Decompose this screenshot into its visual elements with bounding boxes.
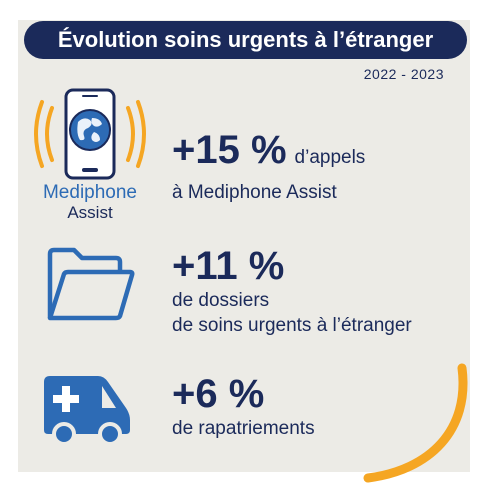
- brand-line1: Mediphone: [42, 182, 138, 203]
- stat-repatriations-value: +6 %: [172, 372, 265, 416]
- mediphone-assist-logo-text: Mediphone Assist: [28, 183, 152, 223]
- stat-calls-label-inline: d’appels: [294, 147, 366, 168]
- stat-files-value: +11 %: [172, 244, 285, 288]
- stat-calls-value-row: +15 % d’appels: [172, 128, 365, 180]
- stat-repatriations: +6 % de rapatriements: [172, 372, 315, 441]
- stat-calls: +15 % d’appels à Mediphone Assist: [172, 128, 365, 205]
- phone-globe-icon: [34, 88, 146, 180]
- folder-icon: [47, 247, 135, 321]
- stat-files-label-line1: de dossiers: [172, 290, 270, 311]
- stat-files: +11 % de dossiers de soins urgents à l’é…: [172, 244, 412, 338]
- ambulance-icon: [44, 376, 130, 446]
- stat-calls-label-line2: à Mediphone Assist: [172, 182, 337, 203]
- page-title: Évolution soins urgents à l’étranger: [24, 21, 467, 59]
- stat-files-label-line2: de soins urgents à l’étranger: [172, 315, 412, 336]
- period-label: 2022 - 2023: [363, 66, 444, 82]
- brand-line2: Assist: [67, 203, 113, 222]
- stat-calls-value: +15 %: [172, 128, 287, 172]
- stat-repatriations-label: de rapatriements: [172, 418, 315, 439]
